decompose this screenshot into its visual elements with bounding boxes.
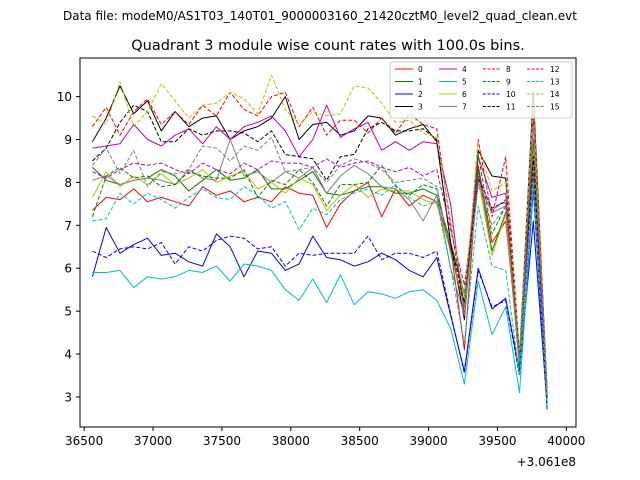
legend-label-2: 2 bbox=[418, 90, 423, 99]
legend-label-6: 6 bbox=[462, 90, 467, 99]
y-tick-label: 9 bbox=[64, 133, 72, 147]
x-tick-label: 38000 bbox=[272, 434, 310, 448]
legend-label-10: 10 bbox=[506, 90, 516, 99]
legend-box bbox=[389, 61, 573, 119]
legend-label-1: 1 bbox=[418, 78, 423, 87]
y-tick-label: 6 bbox=[64, 262, 72, 276]
legend-label-4: 4 bbox=[462, 65, 467, 74]
legend-label-5: 5 bbox=[462, 78, 467, 87]
y-tick-label: 3 bbox=[64, 390, 72, 404]
x-offset-label: +3.061e8 bbox=[517, 455, 576, 469]
series-line-15 bbox=[92, 126, 548, 393]
series-line-11 bbox=[92, 104, 548, 402]
x-tick-label: 39000 bbox=[409, 434, 447, 448]
y-axis: 3 4 5 6 7 8 9 10 bbox=[57, 90, 80, 404]
legend-label-11: 11 bbox=[506, 103, 516, 112]
x-tick-label: 36500 bbox=[65, 434, 103, 448]
x-tick-label: 38500 bbox=[341, 434, 379, 448]
series-line-13 bbox=[92, 181, 548, 402]
legend-label-13: 13 bbox=[550, 78, 560, 87]
y-tick-label: 8 bbox=[64, 176, 72, 190]
series-line-2 bbox=[91, 220, 548, 406]
series-line-10 bbox=[92, 186, 548, 410]
series-line-7 bbox=[92, 139, 548, 389]
y-tick-label: 4 bbox=[64, 348, 72, 362]
legend-label-12: 12 bbox=[550, 65, 560, 74]
legend-label-15: 15 bbox=[550, 103, 560, 112]
plot-frame bbox=[79, 57, 577, 428]
legend-label-7: 7 bbox=[462, 103, 467, 112]
x-tick-label: 37000 bbox=[134, 434, 172, 448]
legend-label-14: 14 bbox=[550, 90, 560, 99]
plot-lines bbox=[91, 74, 548, 410]
legend-label-8: 8 bbox=[506, 65, 511, 74]
x-tick-label: 40000 bbox=[547, 434, 585, 448]
chart-suptitle: Data file: modeM0/AS1T03_140T01_90000031… bbox=[63, 9, 577, 23]
x-tick-label: 39500 bbox=[478, 434, 516, 448]
y-tick-label: 10 bbox=[57, 90, 72, 104]
legend-label-0: 0 bbox=[418, 65, 423, 74]
x-tick-label: 37500 bbox=[203, 434, 241, 448]
x-axis: 36500 37000 37500 38000 38500 39000 39500 40000 bbox=[65, 427, 585, 448]
series-line-5 bbox=[92, 190, 548, 406]
series-line-6 bbox=[91, 147, 548, 393]
y-tick-label: 7 bbox=[64, 219, 72, 233]
series-line-14 bbox=[92, 74, 548, 393]
legend-label-3: 3 bbox=[418, 103, 423, 112]
chart-title: Quadrant 3 module wise count rates with … bbox=[131, 38, 525, 54]
series-line-12 bbox=[92, 158, 548, 389]
legend-label-9: 9 bbox=[506, 78, 511, 87]
y-tick-label: 5 bbox=[64, 305, 72, 319]
